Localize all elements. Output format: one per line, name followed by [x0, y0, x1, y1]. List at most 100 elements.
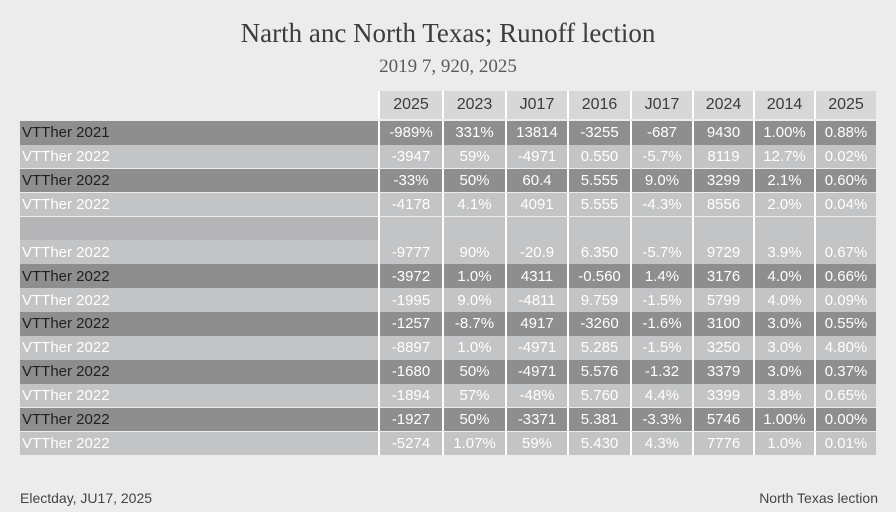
column-header-2: J017 [505, 91, 567, 119]
table-cell: -20.9 [505, 240, 567, 265]
row-label: VTTher 2021 [22, 124, 110, 142]
table-cell: -4971 [505, 336, 567, 360]
table-cell: 3100 [692, 312, 753, 336]
table-cell: -4.3% [630, 192, 692, 217]
table-cell: -33% [378, 168, 442, 193]
table-cell: -1680 [378, 359, 442, 384]
table-cell: -1927 [378, 407, 442, 432]
table-cell: 3176 [692, 264, 753, 288]
column-header-4: J017 [630, 91, 692, 119]
table-cell: -3260 [567, 312, 630, 336]
table-cell: -687 [630, 121, 692, 145]
table-cell: 2.0% [753, 192, 814, 217]
row-label: VTTher 2022 [22, 387, 110, 405]
table-cell: 331% [442, 121, 505, 145]
table-cell [753, 216, 814, 241]
table-cell: 1.00% [753, 121, 814, 145]
table-body: VTTher 2021 -989% 331% 13814 -3255 -687 9430 1.… [20, 121, 876, 456]
table-cell: 4311 [505, 264, 567, 288]
table-cell: 57% [442, 383, 505, 408]
table-cell: -1.5% [630, 336, 692, 360]
table-cell: 3.0% [753, 312, 814, 336]
table-cell: -1.32 [630, 359, 692, 384]
table-cell: 5.430 [567, 431, 630, 456]
table-cell: -1.6% [630, 312, 692, 336]
table-cell [378, 216, 442, 241]
header-label-spacer [20, 91, 378, 119]
table-cell: -0.560 [567, 264, 630, 288]
table-cell [630, 216, 692, 241]
table-cell: 59% [505, 431, 567, 456]
table-cell: 0.66% [814, 264, 876, 288]
table-cell: 3399 [692, 383, 753, 408]
row-label: VTTher 2022 [22, 315, 110, 333]
table-cell: -1257 [378, 312, 442, 336]
table-cell: 9.0% [442, 288, 505, 312]
table-cell: 3.0% [753, 359, 814, 384]
table-cell: 90% [442, 240, 505, 265]
table-cell: -1894 [378, 383, 442, 408]
table-cell: 0.00% [814, 407, 876, 432]
table-cell: 9729 [692, 240, 753, 265]
column-header-6: 2014 [753, 91, 814, 119]
table-cell: 50% [442, 359, 505, 384]
table-cell: -3972 [378, 264, 442, 288]
table-cell: -5274 [378, 431, 442, 456]
table-cell: -1.5% [630, 288, 692, 312]
table-header-row: 2025 2023 J017 2016 J017 2024 2014 2025 [20, 91, 876, 119]
table-cell [567, 216, 630, 241]
table-cell: 59% [442, 144, 505, 169]
table-cell: -48% [505, 383, 567, 408]
table-cell: 4.80% [814, 336, 876, 360]
table-cell: -8897 [378, 336, 442, 360]
table-cell: -3371 [505, 407, 567, 432]
table-cell: -4971 [505, 144, 567, 169]
table-cell: 50% [442, 407, 505, 432]
table-cell: 5.285 [567, 336, 630, 360]
table-cell: -4178 [378, 192, 442, 217]
table-cell: 9430 [692, 121, 753, 145]
table-cell: 4917 [505, 312, 567, 336]
row-label: VTTher 2022 [22, 363, 110, 381]
table-cell: 3379 [692, 359, 753, 384]
column-header-7: 2025 [814, 91, 876, 119]
table-row: VTTher 2022 -3947 59% -4971 0.550 -5.7% 8119 12… [20, 144, 876, 169]
table-cell: 6.350 [567, 240, 630, 265]
table-cell: 0.04% [814, 192, 876, 217]
table-cell: 5.576 [567, 359, 630, 384]
table-cell: 0.09% [814, 288, 876, 312]
page-subtitle: 2019 7, 920, 2025 [379, 56, 517, 77]
table-cell: 0.67% [814, 240, 876, 265]
table-cell: 4.1% [442, 192, 505, 217]
column-header-0: 2025 [378, 91, 442, 119]
row-label: VTTher 2022 [22, 291, 110, 309]
table-cell: 9.759 [567, 288, 630, 312]
table-cell: 12.7% [753, 144, 814, 169]
table-cell: -9777 [378, 240, 442, 265]
table-cell: 0.550 [567, 144, 630, 169]
column-header-1: 2023 [442, 91, 505, 119]
row-label: VTTher 2022 [22, 195, 110, 213]
row-label: VTTher 2022 [22, 410, 110, 428]
row-label: VTTher 2022 [22, 434, 110, 452]
row-label: VTTher 2022 [22, 243, 110, 261]
table-row: VTTher 2022 -1680 50% -4971 5.576 -1.32 3379 3.… [20, 359, 876, 384]
table-cell: 4.0% [753, 288, 814, 312]
table-cell: 8119 [692, 144, 753, 169]
table-cell: -1995 [378, 288, 442, 312]
table-cell: 4091 [505, 192, 567, 217]
table-cell: -5.7% [630, 240, 692, 265]
column-header-3: 2016 [567, 91, 630, 119]
table-cell [505, 216, 567, 241]
table-cell: 1.00% [753, 407, 814, 432]
table-row: VTTher 2022 -1257 -8.7% 4917 -3260 -1.6% 3100 3… [20, 312, 876, 336]
table-cell: -3947 [378, 144, 442, 169]
table-cell: 0.60% [814, 168, 876, 193]
table-cell: 4.0% [753, 264, 814, 288]
table-cell: -4971 [505, 359, 567, 384]
row-label: VTTher 2022 [22, 172, 110, 190]
table-cell [692, 216, 753, 241]
table-cell: 3.0% [753, 336, 814, 360]
table-cell: 1.0% [753, 431, 814, 456]
table-cell: 5799 [692, 288, 753, 312]
